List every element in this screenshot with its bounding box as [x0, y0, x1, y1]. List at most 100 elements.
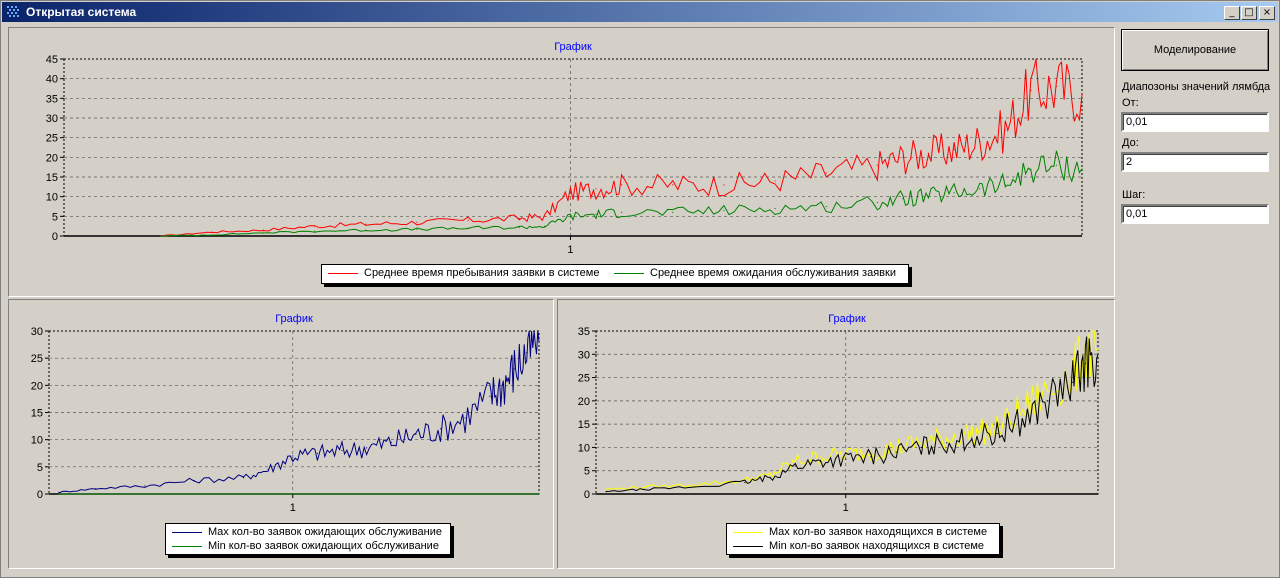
- data-point: [744, 481, 746, 483]
- data-point: [996, 428, 998, 430]
- data-point: [819, 460, 822, 462]
- y-tick-label: 45: [46, 54, 58, 66]
- data-point: [794, 460, 796, 462]
- y-tick-label: 10: [31, 435, 43, 447]
- data-point: [58, 491, 60, 493]
- legend-label: Среднее время ожидания обслуживания заяв…: [650, 267, 896, 279]
- chart-waiting-legend: Max кол-во заявок ожидающих обслуживание…: [165, 523, 451, 555]
- to-label: До:: [1122, 137, 1139, 149]
- data-point: [1030, 168, 1032, 170]
- x-tick-label: 1: [843, 502, 849, 514]
- y-tick-label: 15: [578, 419, 590, 431]
- data-point: [979, 141, 981, 143]
- step-input[interactable]: 0,01: [1121, 204, 1269, 224]
- data-point: [467, 227, 469, 229]
- y-tick-label: 40: [46, 74, 58, 86]
- simulate-button[interactable]: Моделирование: [1121, 29, 1269, 71]
- data-point: [144, 485, 146, 487]
- data-point: [365, 223, 367, 225]
- data-point: [920, 442, 923, 444]
- data-point: [1046, 390, 1049, 393]
- y-tick-label: 35: [578, 326, 590, 338]
- data-point: [341, 449, 343, 452]
- data-point: [1055, 164, 1058, 166]
- data-point: [946, 437, 948, 439]
- data-point: [605, 491, 607, 493]
- y-tick-label: 0: [52, 231, 58, 243]
- data-point: [464, 417, 466, 419]
- y-tick-label: 0: [584, 489, 590, 501]
- data-point: [314, 230, 316, 232]
- data-point: [672, 184, 674, 186]
- data-point: [316, 452, 318, 454]
- data-point: [501, 384, 503, 386]
- close-button[interactable]: ×: [1259, 6, 1275, 20]
- chart-title: График: [275, 313, 313, 325]
- data-point: [953, 192, 955, 194]
- legend-label: Max кол-во заявок ожидающих обслуживание: [208, 526, 442, 538]
- chart-panel-in-system: График 0 5 10 15 20 25 30 35 1 Max кол-во заявок …: [557, 299, 1115, 569]
- legend-swatch: [328, 273, 358, 274]
- data-point: [971, 432, 973, 435]
- data-point: [467, 219, 469, 221]
- series-line: [58, 330, 540, 494]
- data-point: [605, 488, 607, 490]
- y-tick-label: 25: [578, 373, 590, 385]
- chart-panel-time: График 0 5 10 15 20 25 30 35 40 45 1 Среднее время …: [8, 27, 1115, 297]
- data-point: [1055, 85, 1058, 88]
- data-point: [902, 156, 904, 158]
- data-point: [723, 209, 725, 212]
- data-point: [723, 184, 725, 186]
- data-point: [314, 225, 316, 227]
- data-point: [292, 455, 294, 457]
- data-point: [620, 184, 623, 186]
- data-point: [769, 474, 771, 476]
- data-point: [1046, 400, 1049, 402]
- data-point: [979, 188, 981, 190]
- data-point: [1081, 93, 1083, 95]
- data-point: [1084, 363, 1086, 365]
- y-tick-label: 20: [578, 396, 590, 408]
- chart-time-legend: Среднее время пребывания заявки в систем…: [321, 264, 909, 284]
- data-point: [416, 221, 418, 223]
- series-line: [606, 336, 1099, 492]
- step-label: Шаг:: [1122, 189, 1146, 201]
- legend-label: Min кол-во заявок ожидающих обслуживание: [208, 540, 439, 552]
- maximize-button[interactable]: □: [1241, 6, 1257, 20]
- data-point: [526, 352, 528, 354]
- y-tick-label: 0: [37, 489, 43, 501]
- data-point: [1021, 418, 1023, 421]
- data-point: [1072, 381, 1074, 383]
- data-point: [58, 493, 60, 495]
- minimize-button[interactable]: _: [1224, 6, 1240, 20]
- x-tick-label: 1: [567, 244, 573, 256]
- chart-in-system-svg: График 0 5 10 15 20 25 30 35 1: [578, 313, 1099, 514]
- data-point: [262, 229, 265, 231]
- title-bar[interactable]: Открытая система _ □ ×: [2, 2, 1278, 22]
- window-title: Открытая система: [26, 5, 137, 19]
- data-point: [876, 201, 878, 204]
- to-input[interactable]: 2: [1121, 152, 1269, 172]
- series-line: [161, 150, 1083, 237]
- series-line: [605, 330, 1099, 491]
- data-point: [513, 368, 515, 370]
- data-point: [518, 217, 520, 219]
- chart-title: График: [554, 41, 592, 53]
- data-point: [95, 487, 97, 490]
- data-point: [774, 207, 776, 210]
- y-tick-label: 25: [46, 133, 58, 145]
- data-point: [595, 213, 597, 215]
- data-point: [620, 211, 623, 213]
- data-point: [953, 148, 955, 151]
- legend-swatch: [733, 532, 763, 533]
- data-point: [538, 341, 540, 343]
- legend-swatch: [733, 546, 763, 547]
- data-point: [1081, 168, 1083, 170]
- data-point: [160, 235, 162, 237]
- legend-swatch: [172, 532, 202, 533]
- data-point: [902, 198, 904, 200]
- from-input[interactable]: 0,01: [1121, 112, 1269, 132]
- data-point: [489, 395, 491, 397]
- data-point: [1004, 129, 1006, 131]
- data-point: [1097, 349, 1099, 351]
